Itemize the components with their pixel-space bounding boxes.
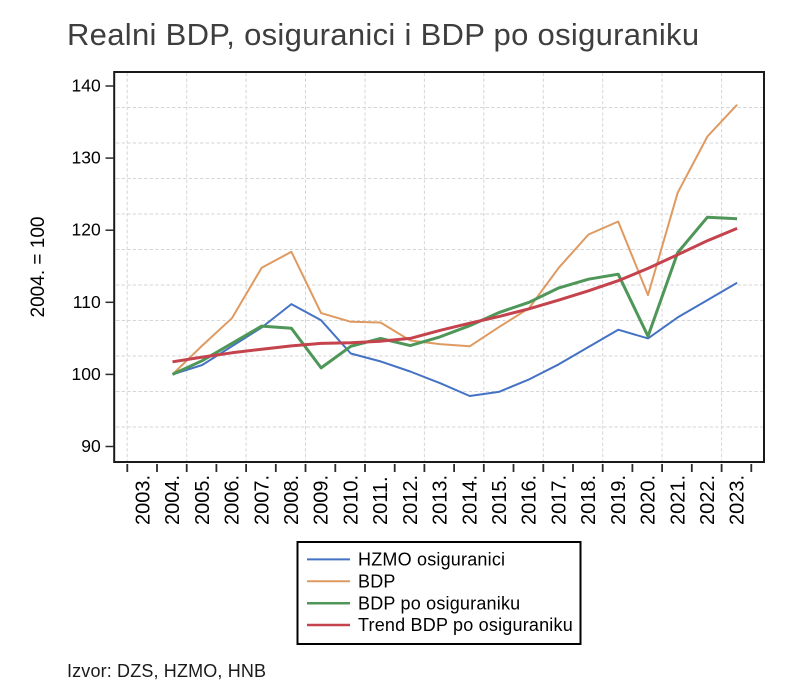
svg-text:2008.: 2008. (281, 475, 303, 525)
svg-text:2013.: 2013. (430, 475, 452, 525)
svg-text:2015.: 2015. (489, 475, 511, 525)
svg-text:BDP po osiguraniku: BDP po osiguraniku (358, 593, 520, 613)
svg-text:2016.: 2016. (519, 475, 541, 525)
svg-text:2022.: 2022. (697, 475, 719, 525)
svg-text:120: 120 (71, 220, 100, 240)
svg-text:2003.: 2003. (133, 475, 155, 525)
svg-text:110: 110 (73, 292, 101, 312)
svg-text:2017.: 2017. (548, 475, 570, 525)
svg-text:2021.: 2021. (667, 475, 689, 525)
svg-text:2007.: 2007. (251, 475, 273, 525)
svg-text:2014.: 2014. (459, 475, 481, 525)
svg-text:2005.: 2005. (192, 475, 214, 525)
svg-text:90: 90 (81, 436, 101, 456)
svg-text:100: 100 (71, 364, 100, 384)
svg-text:2012.: 2012. (400, 475, 422, 525)
svg-text:2020.: 2020. (638, 475, 660, 525)
svg-text:BDP: BDP (358, 571, 396, 591)
svg-text:HZMO osiguranici: HZMO osiguranici (358, 550, 505, 570)
svg-text:2010.: 2010. (340, 475, 362, 525)
svg-text:2011.: 2011. (370, 476, 392, 525)
svg-text:Trend BDP po osiguraniku: Trend BDP po osiguraniku (358, 615, 573, 635)
svg-text:2004. = 100: 2004. = 100 (28, 217, 49, 318)
svg-text:Realni BDP, osiguranici i BDP: Realni BDP, osiguranici i BDP po osigura… (67, 17, 699, 52)
svg-text:2004.: 2004. (162, 475, 184, 525)
svg-text:2006.: 2006. (222, 475, 244, 525)
svg-text:140: 140 (71, 76, 100, 96)
svg-text:130: 130 (71, 148, 100, 168)
svg-text:2023.: 2023. (727, 475, 749, 525)
svg-text:Izvor: DZS, HZMO, HNB: Izvor: DZS, HZMO, HNB (67, 661, 266, 681)
svg-text:2019.: 2019. (608, 475, 630, 525)
svg-text:2009.: 2009. (311, 475, 333, 525)
svg-text:2018.: 2018. (578, 475, 600, 525)
